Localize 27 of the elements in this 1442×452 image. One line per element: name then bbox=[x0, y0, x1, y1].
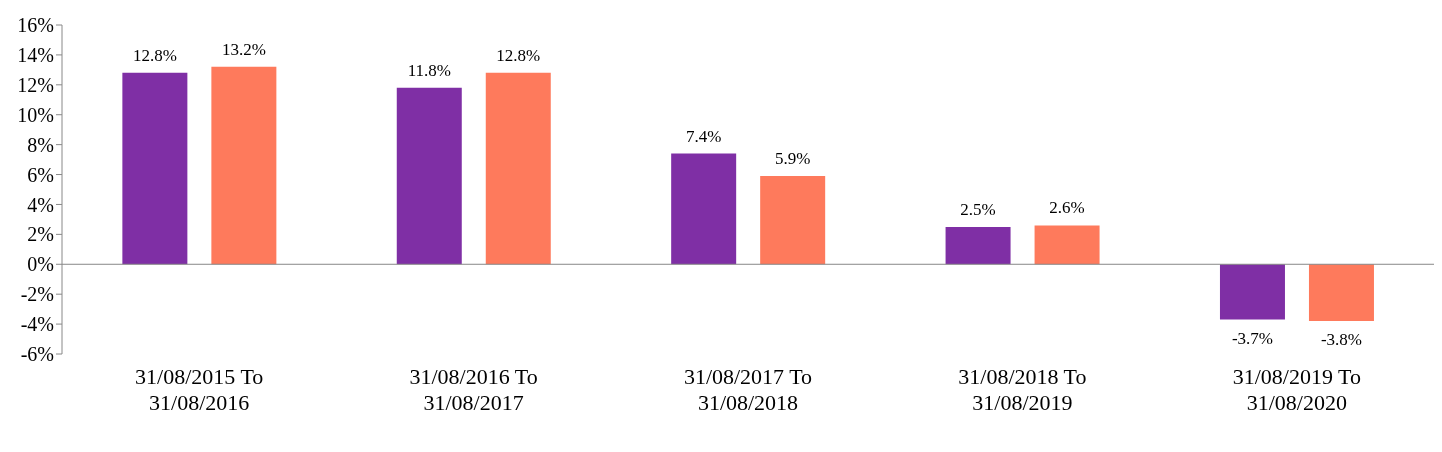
y-tick-label: 10% bbox=[17, 103, 54, 126]
y-tick-label: -2% bbox=[20, 283, 54, 306]
y-tick-label: 14% bbox=[17, 44, 54, 67]
y-tick-label: 6% bbox=[27, 163, 54, 186]
x-tick-label: 31/08/2019 To 31/08/2020 bbox=[1232, 364, 1361, 415]
y-tick-label: 16% bbox=[17, 14, 54, 37]
y-tick-label: 12% bbox=[17, 73, 54, 96]
x-tick-label: 31/08/2015 To 31/08/2016 bbox=[135, 364, 264, 415]
y-tick-label: -6% bbox=[20, 343, 54, 366]
x-tick-label: 31/08/2016 To 31/08/2017 bbox=[409, 364, 538, 415]
y-tick-label: -4% bbox=[20, 313, 54, 336]
y-tick-label: 2% bbox=[27, 223, 54, 246]
x-tick-label: 31/08/2018 To 31/08/2019 bbox=[958, 364, 1087, 415]
data-label: 11.8% bbox=[407, 60, 451, 80]
data-label: 13.2% bbox=[221, 39, 266, 59]
data-label: 2.5% bbox=[960, 199, 996, 219]
y-tick-label: 8% bbox=[27, 133, 54, 156]
data-label: 2.6% bbox=[1049, 198, 1085, 218]
data-label: 12.8% bbox=[132, 45, 177, 65]
data-label: 7.4% bbox=[685, 126, 722, 146]
data-label: 12.8% bbox=[496, 45, 541, 65]
data-label: -3.8% bbox=[1320, 330, 1363, 350]
x-tick-label: 31/08/2017 To 31/08/2018 bbox=[683, 364, 813, 415]
data-label: -3.7% bbox=[1231, 328, 1274, 348]
y-tick-label: 4% bbox=[27, 193, 54, 216]
y-tick-label: 0% bbox=[27, 253, 54, 276]
data-label: 5.9% bbox=[774, 149, 811, 169]
